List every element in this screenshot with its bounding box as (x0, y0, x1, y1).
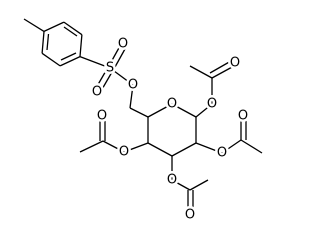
atom-label: O (230, 56, 240, 71)
atom-label: O (167, 97, 177, 112)
atom-label: O (217, 146, 227, 161)
atom-label: O (238, 109, 248, 124)
atom-label: O (97, 109, 107, 124)
atom-label: O (119, 145, 129, 160)
atom-label: O (92, 85, 102, 100)
bonds (23, 18, 263, 213)
atom-label: O (128, 78, 138, 93)
molecule-diagram: S O O O O O O O O O O O O (23, 18, 263, 225)
atom-label: S (106, 61, 114, 76)
atom-labels: S O O O O O O O O O O O O (89, 34, 250, 225)
atom-label: O (207, 97, 217, 112)
atom-label: O (118, 37, 128, 52)
atom-label: O (185, 208, 195, 223)
atom-label: O (167, 173, 177, 188)
